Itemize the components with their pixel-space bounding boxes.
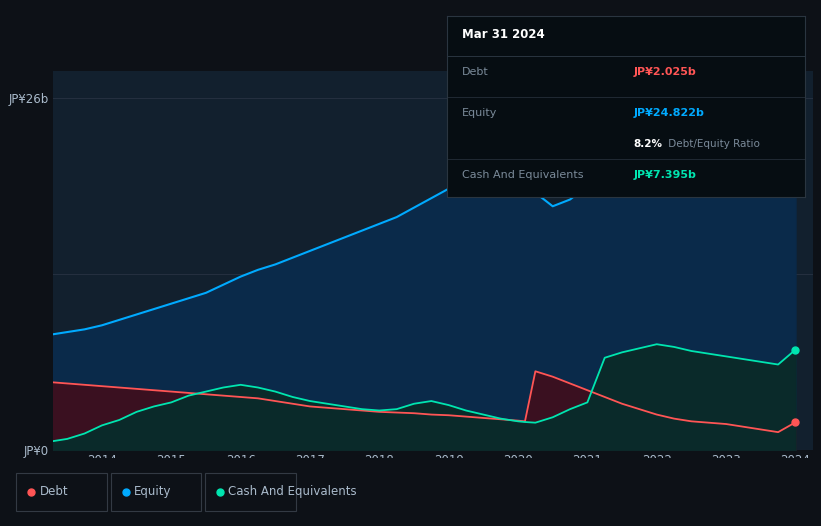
Text: Equity: Equity bbox=[461, 108, 497, 118]
Text: 8.2%: 8.2% bbox=[633, 139, 663, 149]
Text: JP¥2.025b: JP¥2.025b bbox=[633, 67, 696, 77]
Text: Equity: Equity bbox=[134, 485, 172, 498]
Text: Debt: Debt bbox=[461, 67, 488, 77]
Text: Cash And Equivalents: Cash And Equivalents bbox=[228, 485, 357, 498]
Text: Debt: Debt bbox=[39, 485, 68, 498]
Text: JP¥7.395b: JP¥7.395b bbox=[633, 170, 696, 180]
Text: Mar 31 2024: Mar 31 2024 bbox=[461, 28, 544, 42]
Text: Debt/Equity Ratio: Debt/Equity Ratio bbox=[665, 139, 760, 149]
Text: JP¥24.822b: JP¥24.822b bbox=[633, 108, 704, 118]
Text: Cash And Equivalents: Cash And Equivalents bbox=[461, 170, 583, 180]
